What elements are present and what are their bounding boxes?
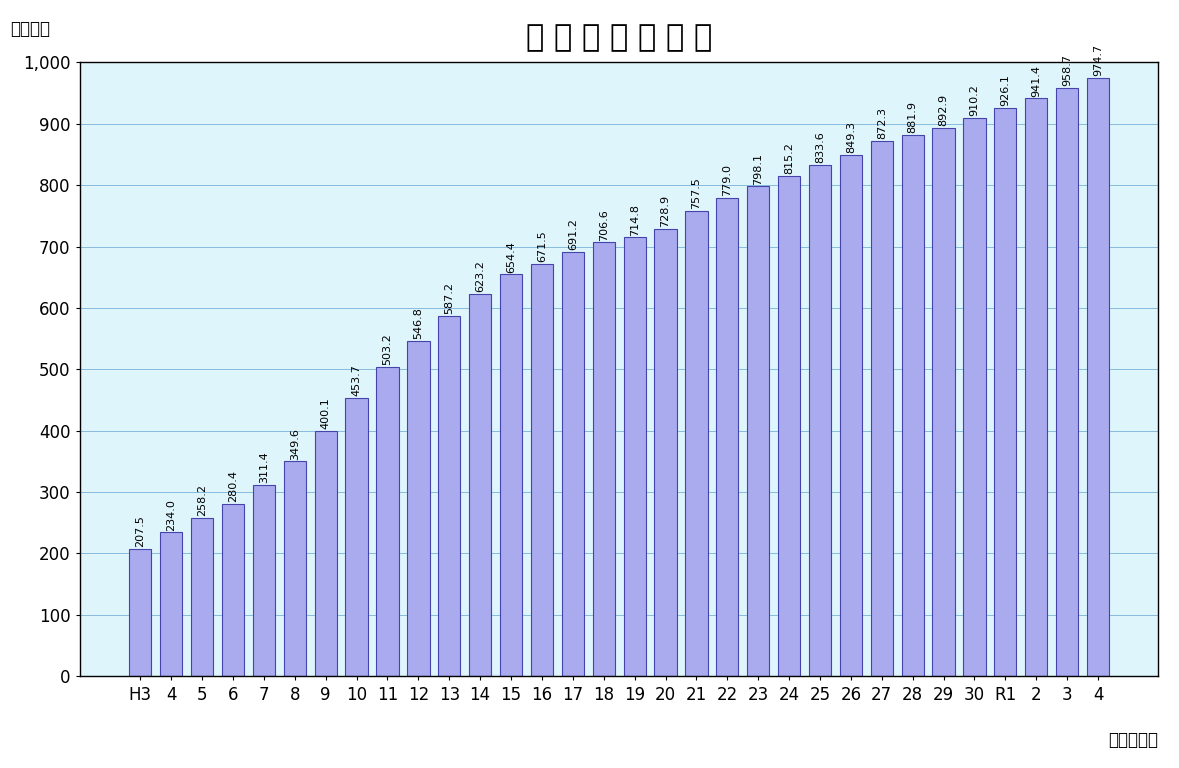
Text: 587.2: 587.2 (444, 282, 454, 314)
Bar (252, 485, 275, 676)
Bar (345, 398, 368, 676)
Bar (315, 431, 337, 676)
Bar (624, 237, 646, 676)
Text: 849.3: 849.3 (845, 121, 856, 153)
Text: 234.0: 234.0 (166, 498, 176, 531)
Bar (284, 462, 305, 676)
Text: （億円）: （億円） (11, 20, 51, 38)
Bar (902, 135, 924, 676)
Bar (870, 141, 893, 676)
Bar (654, 229, 677, 676)
Bar (994, 108, 1016, 676)
Bar (1025, 98, 1047, 676)
Bar (747, 187, 770, 676)
Bar (685, 211, 707, 676)
Text: 280.4: 280.4 (228, 470, 238, 502)
Text: 728.9: 728.9 (660, 195, 671, 227)
Bar (778, 176, 801, 676)
Text: 400.1: 400.1 (321, 397, 330, 429)
Bar (191, 518, 213, 676)
Text: 779.0: 779.0 (723, 164, 732, 196)
Bar (561, 252, 584, 676)
Text: 798.1: 798.1 (753, 153, 763, 184)
Bar (160, 532, 183, 676)
Bar (963, 118, 986, 676)
Text: 503.2: 503.2 (382, 333, 393, 366)
Text: 623.2: 623.2 (475, 260, 486, 292)
Text: 311.4: 311.4 (259, 452, 269, 483)
Bar (716, 198, 738, 676)
Text: 926.1: 926.1 (1000, 74, 1010, 106)
Text: 815.2: 815.2 (784, 142, 795, 174)
Text: 872.3: 872.3 (877, 107, 887, 139)
Bar (839, 155, 862, 676)
Text: 654.4: 654.4 (506, 241, 516, 273)
Text: 691.2: 691.2 (568, 218, 578, 250)
Bar (933, 128, 955, 676)
Bar (500, 274, 522, 676)
Bar (531, 264, 553, 676)
Text: 910.2: 910.2 (969, 84, 980, 116)
Text: 833.6: 833.6 (815, 131, 825, 163)
Bar (376, 367, 399, 676)
Text: （年度末）: （年度末） (1108, 731, 1158, 749)
Bar (130, 548, 151, 676)
Text: 349.6: 349.6 (290, 428, 299, 459)
Text: 881.9: 881.9 (908, 101, 917, 133)
Bar (809, 164, 831, 676)
Bar (593, 243, 615, 676)
Bar (469, 293, 492, 676)
Bar (407, 340, 429, 676)
Text: 453.7: 453.7 (351, 364, 362, 396)
Bar (1087, 78, 1109, 676)
Text: 974.7: 974.7 (1093, 44, 1104, 76)
Text: 941.4: 941.4 (1032, 65, 1041, 97)
Text: 714.8: 714.8 (630, 204, 640, 236)
Text: 546.8: 546.8 (414, 306, 423, 339)
Bar (222, 504, 244, 676)
Text: 671.5: 671.5 (536, 230, 547, 262)
Title: 保 険 資 産 の 推 移: 保 険 資 産 の 推 移 (526, 23, 712, 51)
Text: 706.6: 706.6 (599, 209, 608, 240)
Text: 207.5: 207.5 (136, 515, 145, 547)
Text: 892.9: 892.9 (938, 94, 949, 127)
Text: 958.7: 958.7 (1062, 54, 1072, 86)
Bar (439, 316, 461, 676)
Text: 757.5: 757.5 (691, 177, 702, 210)
Bar (1056, 88, 1079, 676)
Text: 258.2: 258.2 (197, 484, 208, 515)
